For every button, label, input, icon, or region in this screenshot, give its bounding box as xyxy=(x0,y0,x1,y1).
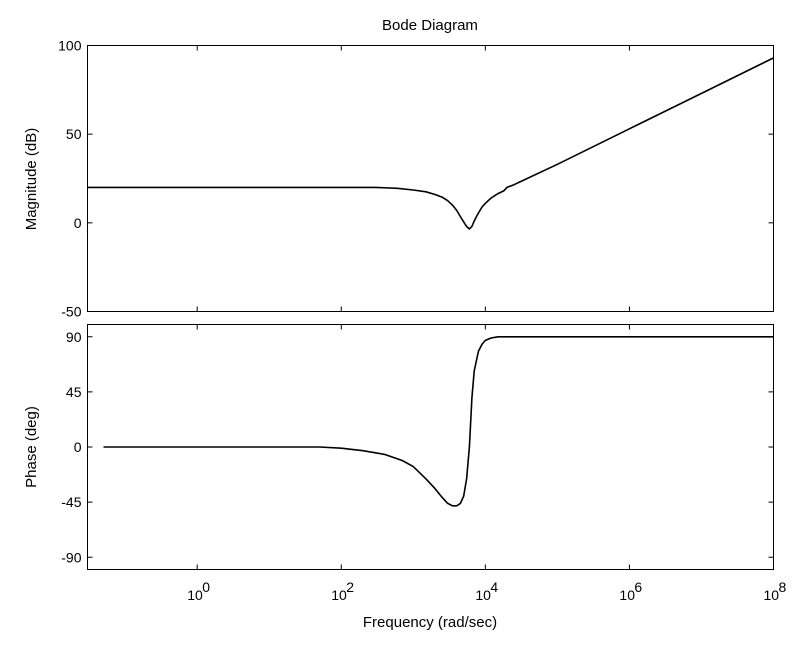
magnitude-y-tick-labels: -50 0 50 100 xyxy=(58,38,82,320)
chart-title: Bode Diagram xyxy=(382,17,478,34)
phase-y-tick-label: 0 xyxy=(74,439,82,455)
phase-curve xyxy=(103,335,774,507)
frequency-tick-base: 10 xyxy=(475,587,491,603)
frequency-tick-exponent: 4 xyxy=(490,579,498,595)
frequency-tick-label: 10 8 xyxy=(764,579,787,603)
frequency-tick-exponent: 8 xyxy=(779,579,787,595)
magnitude-y-axis-label: Magnitude (dB) xyxy=(23,128,40,231)
magnitude-y-tick-label: 50 xyxy=(66,126,82,142)
magnitude-y-tick-label: 100 xyxy=(58,38,82,54)
magnitude-ticks xyxy=(87,45,774,312)
phase-y-tick-labels: -90 -45 0 45 90 xyxy=(61,329,81,566)
phase-y-tick-label: 90 xyxy=(66,329,82,345)
frequency-tick-label: 10 4 xyxy=(475,579,498,603)
x-axis-label: Frequency (rad/sec) xyxy=(363,614,497,631)
frequency-tick-exponent: 0 xyxy=(202,579,210,595)
frequency-tick-base: 10 xyxy=(764,587,780,603)
frequency-tick-exponent: 2 xyxy=(346,579,354,595)
frequency-tick-base: 10 xyxy=(187,587,203,603)
frequency-tick-label: 10 0 xyxy=(187,579,210,603)
magnitude-curve xyxy=(87,57,774,230)
frequency-tick-base: 10 xyxy=(331,587,347,603)
frequency-tick-label: 10 6 xyxy=(619,579,642,603)
phase-y-tick-label: -90 xyxy=(61,549,81,565)
frequency-tick-labels: 10 0 10 2 10 4 10 6 10 8 xyxy=(187,579,786,603)
phase-y-tick-label: 45 xyxy=(66,384,82,400)
magnitude-axes-box xyxy=(87,45,774,312)
magnitude-y-tick-label: 0 xyxy=(74,215,82,231)
frequency-tick-label: 10 2 xyxy=(331,579,354,603)
phase-y-axis-label: Phase (deg) xyxy=(23,406,40,488)
magnitude-panel: -50 0 50 100 Magnitude (dB) xyxy=(23,38,774,320)
frequency-tick-base: 10 xyxy=(619,587,635,603)
frequency-tick-exponent: 6 xyxy=(634,579,642,595)
magnitude-y-tick-label: -50 xyxy=(61,304,81,320)
phase-y-tick-label: -45 xyxy=(61,494,81,510)
